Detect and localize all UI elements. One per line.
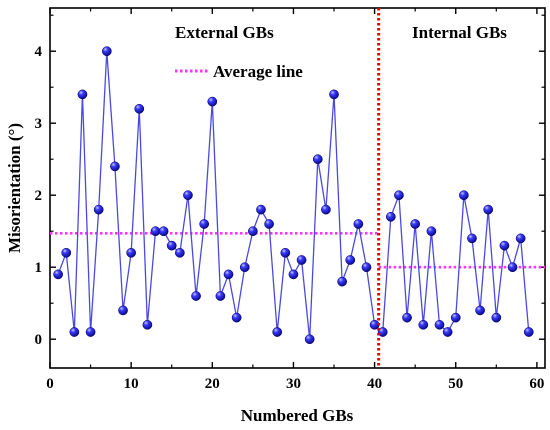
legend: Average line — [175, 62, 303, 81]
data-point — [183, 190, 193, 201]
x-axis-label: Numbered GBs — [241, 406, 354, 425]
data-point — [288, 269, 299, 280]
data-point — [459, 190, 469, 201]
y-axis-label: Misorientation (°) — [5, 123, 24, 253]
data-point — [329, 89, 339, 100]
data-point — [442, 327, 453, 337]
data-point — [353, 219, 364, 229]
data-point — [321, 204, 331, 215]
data-point — [223, 269, 234, 280]
data-points — [53, 46, 534, 345]
data-point — [158, 226, 169, 237]
annotation-external-gbs: External GBs — [175, 23, 274, 42]
data-point — [426, 226, 437, 237]
data-point — [361, 262, 372, 273]
x-tick-label: 30 — [286, 376, 301, 392]
data-point — [264, 219, 274, 229]
y-tick-label: 2 — [35, 188, 43, 204]
data-point — [410, 219, 421, 229]
data-point — [312, 154, 323, 165]
data-point — [215, 291, 226, 301]
data-point — [69, 327, 80, 337]
data-point — [166, 240, 177, 251]
data-point — [394, 190, 404, 201]
data-point — [101, 46, 112, 57]
data-point — [231, 312, 242, 323]
series-line-group — [57, 51, 530, 340]
data-point — [134, 103, 145, 114]
data-point — [142, 319, 153, 330]
data-point — [385, 211, 396, 222]
legend-label: Average line — [213, 62, 303, 81]
data-point — [523, 327, 534, 337]
data-point — [418, 319, 429, 330]
data-point — [118, 305, 128, 316]
x-tick-label: 40 — [367, 376, 382, 392]
y-tick-label: 4 — [35, 44, 43, 60]
data-point — [280, 247, 291, 258]
data-point — [199, 219, 210, 229]
y-tick-label: 0 — [35, 332, 43, 348]
x-tick-label: 50 — [448, 376, 463, 392]
data-point — [272, 327, 283, 337]
data-point — [499, 240, 510, 251]
data-point — [126, 247, 136, 258]
data-point — [174, 247, 185, 258]
data-point — [475, 305, 485, 316]
data-point — [85, 327, 96, 337]
data-point — [191, 291, 201, 301]
data-point — [61, 247, 72, 258]
data-point — [467, 233, 477, 244]
data-point — [93, 204, 104, 215]
data-point — [248, 226, 258, 237]
data-point — [507, 262, 518, 273]
plot-frame — [49, 7, 546, 369]
axis-ticks: 0 10 20 30 40 50 60 0 1 2 3 4 — [35, 8, 545, 392]
data-point — [304, 334, 315, 345]
annotation-internal-gbs: Internal GBs — [412, 23, 507, 42]
data-point — [483, 204, 494, 215]
data-point — [207, 96, 218, 107]
data-point — [377, 327, 388, 337]
data-point — [337, 276, 347, 287]
y-tick-label: 3 — [35, 116, 43, 132]
x-tick-label: 10 — [124, 376, 139, 392]
data-point — [450, 312, 461, 323]
data-point — [256, 204, 266, 215]
data-point — [53, 269, 63, 280]
data-point — [515, 233, 526, 244]
data-point — [296, 255, 307, 265]
data-point — [345, 255, 356, 265]
x-tick-label: 0 — [46, 376, 54, 392]
data-point — [402, 312, 412, 323]
data-point — [110, 161, 120, 172]
series-polyline — [57, 51, 530, 340]
y-tick-label: 1 — [35, 260, 43, 276]
data-point — [239, 262, 250, 273]
data-point — [77, 89, 88, 100]
data-point — [150, 226, 161, 237]
x-tick-label: 20 — [205, 376, 220, 392]
data-point — [491, 312, 502, 323]
x-tick-label: 60 — [529, 376, 544, 392]
data-point — [434, 319, 445, 330]
